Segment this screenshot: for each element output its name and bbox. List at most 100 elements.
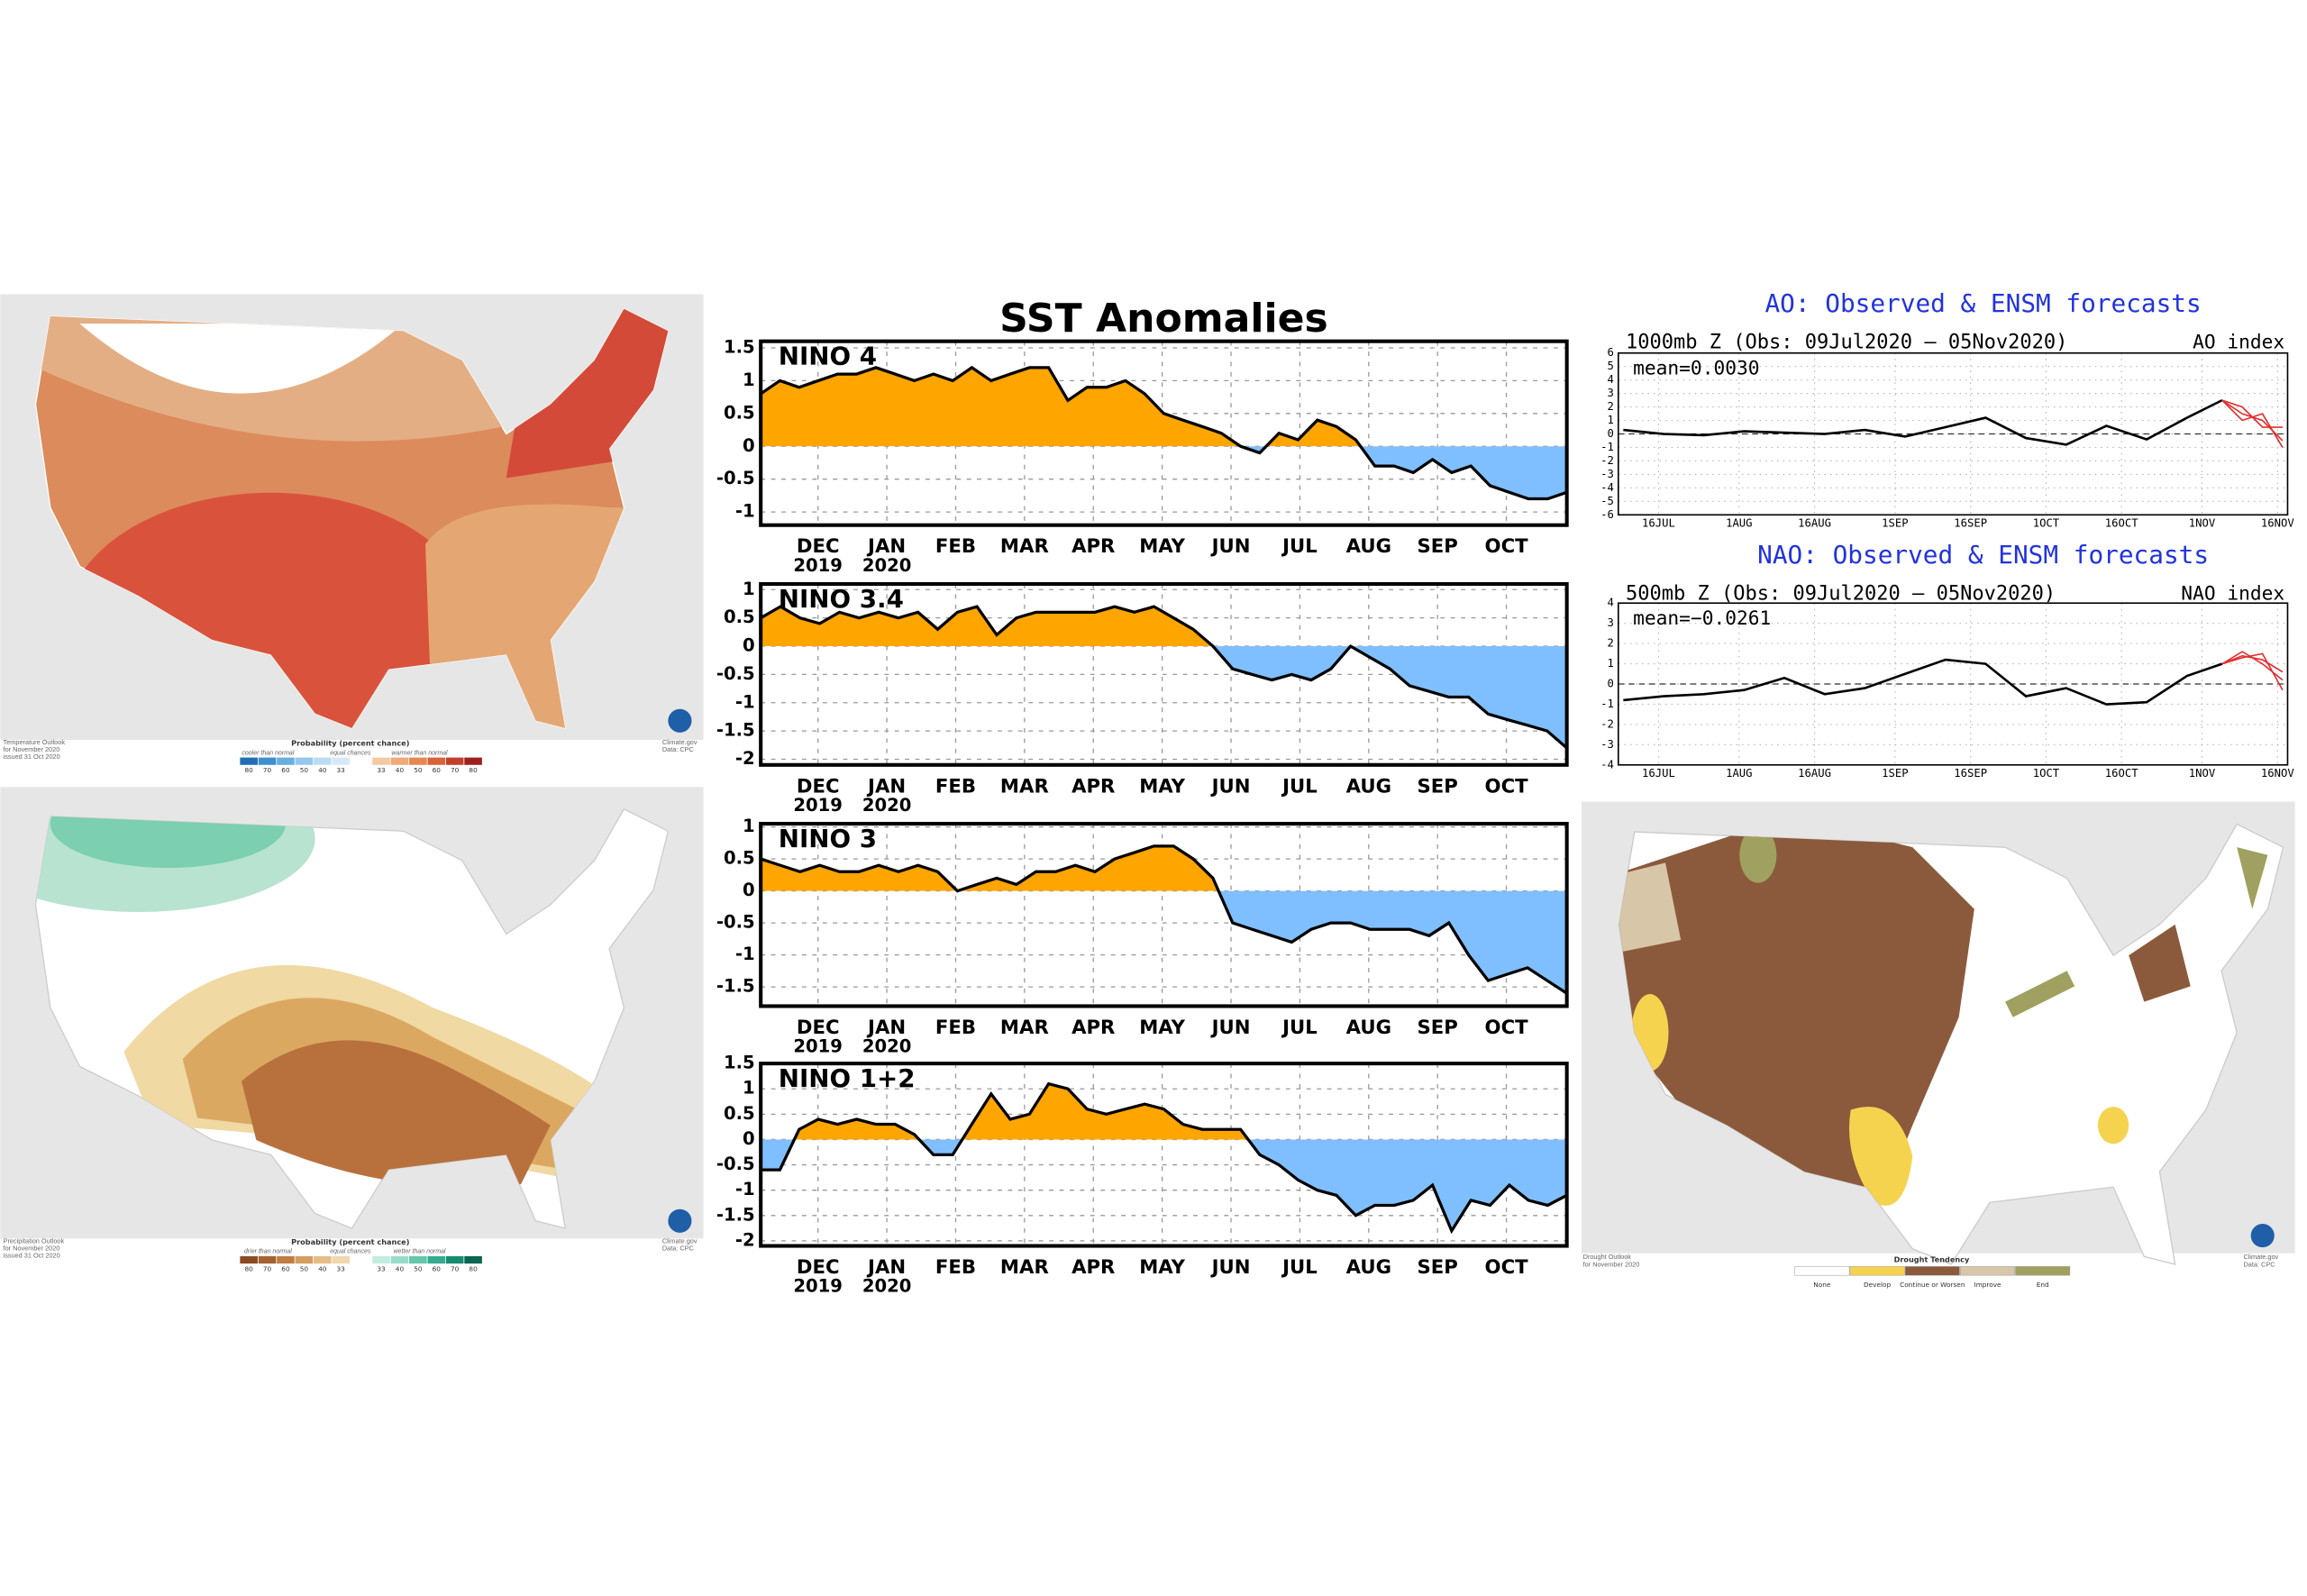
x-tick-label: 16NOV: [2261, 767, 2294, 780]
x-tick-label: DEC: [797, 1256, 840, 1279]
x-tick-label: MAR: [1000, 1256, 1049, 1279]
chart-title: NAO: Observed & ENSM forecasts: [1757, 540, 2209, 570]
y-tick-label: 1: [743, 369, 755, 390]
y-tick-label: -1: [1600, 441, 1614, 453]
x-tick-label: FEB: [935, 1256, 976, 1279]
y-tick-label: 0: [743, 635, 755, 656]
x-tick-label: JAN: [866, 535, 906, 558]
index-line: [2221, 652, 2284, 691]
anomaly-line: [760, 365, 1568, 501]
legend-swatch: [445, 1255, 464, 1264]
legend-swatch: [372, 1255, 390, 1264]
legend-swatch: [1904, 1266, 1960, 1276]
precipitation-map: [0, 787, 704, 1239]
x-tick-label: 16SEP: [1954, 767, 1987, 780]
x-tick-label: SEP: [1418, 775, 1458, 798]
legend-scale-label: 60: [281, 1264, 290, 1272]
x-tick-label: APR: [1071, 535, 1115, 558]
x-tick-label: JAN: [866, 1017, 906, 1039]
plot-frame: [759, 339, 1569, 527]
year-label: 2020: [862, 1036, 912, 1057]
legend-swatch: [313, 1255, 332, 1264]
y-tick-label: 2: [1608, 400, 1614, 413]
y-tick-label: -0.5: [716, 912, 755, 933]
y-tick-label: -0.5: [716, 663, 755, 684]
year-label: 2020: [862, 795, 912, 816]
legend-scale-label: 50: [300, 766, 309, 774]
x-tick-label: MAR: [1000, 1017, 1049, 1039]
x-tick-label: 16OCT: [2105, 517, 2138, 530]
y-tick-label: 1: [1608, 657, 1614, 670]
x-tick-label: JUL: [1281, 775, 1318, 798]
x-tick-label: MAY: [1139, 535, 1185, 558]
x-tick-label: 1NOV: [2189, 517, 2216, 530]
y-tick-label: 0.5: [724, 402, 755, 423]
negative-area: [761, 446, 1567, 499]
map-credit: Climate.gov: [2244, 1253, 2279, 1261]
x-tick-label: 1OCT: [2033, 517, 2060, 530]
year-label: 2019: [793, 1036, 843, 1057]
legend-group: cooler than normal: [242, 750, 294, 756]
x-tick-label: FEB: [935, 1017, 976, 1039]
year-label: 2019: [793, 795, 843, 816]
legend-title: Probability (percent chance): [291, 739, 410, 748]
legend-group: drier than normal: [244, 1249, 292, 1255]
sst-panel: -1 -0.5 0 0.5 1 1.5 DEC JAN FEB MAR APR MAY JUN JUL AU…: [716, 336, 1569, 576]
y-tick-label: -1: [1600, 698, 1614, 710]
x-tick-label: APR: [1071, 1017, 1115, 1039]
legend-group: equal chances: [330, 1249, 371, 1255]
legend-swatch: [313, 757, 332, 765]
legend-swatch: [258, 1255, 277, 1264]
map-caption: Precipitation Outlook: [4, 1236, 65, 1245]
legend-swatch: [258, 757, 277, 765]
legend-swatch: [332, 757, 350, 765]
legend-scale-label: 50: [414, 766, 423, 774]
y-tick-label: 0: [743, 435, 755, 456]
y-tick-label: -4: [1600, 758, 1614, 771]
x-tick-label: JUL: [1281, 1256, 1318, 1279]
x-tick-label: 1SEP: [1882, 517, 1908, 530]
map-caption: Drought Outlook: [1583, 1253, 1632, 1261]
x-tick-label: SEP: [1418, 1017, 1458, 1039]
logo: [668, 708, 692, 733]
x-tick-label: 1AUG: [1726, 517, 1752, 530]
legend-item: Improve: [1974, 1281, 2002, 1289]
y-tick-label: 1: [1608, 414, 1614, 426]
map-credit: Data: CPC: [662, 1244, 695, 1252]
x-tick-label: AUG: [1346, 535, 1391, 558]
plot-frame: [1617, 602, 2289, 766]
x-tick-label: 16JUL: [1642, 517, 1675, 530]
legend-scale-label: 33: [337, 766, 346, 774]
x-tick-label: JAN: [866, 775, 906, 798]
positive-area: [761, 845, 1567, 891]
legend-swatch: [240, 1255, 258, 1264]
legend-scale-label: 70: [451, 1264, 460, 1272]
year-label: 2020: [862, 555, 912, 576]
x-tick-label: AUG: [1346, 1017, 1391, 1039]
y-tick-label: 0.5: [724, 1103, 755, 1124]
x-tick-label: 1OCT: [2033, 767, 2060, 780]
legend-scale-label: 50: [300, 1264, 309, 1272]
y-tick-label: -1: [735, 501, 755, 522]
legend-swatch: [390, 757, 409, 765]
chart-subtitle: 1000mb Z (Obs: 09Jul2020 – 05Nov2020): [1626, 331, 2067, 353]
legend-scale-label: 60: [433, 1264, 442, 1272]
chart-subtitle: 500mb Z (Obs: 09Jul2020 – 05Nov2020): [1626, 582, 2056, 605]
y-tick-label: 0.5: [724, 606, 755, 627]
x-tick-label: JUL: [1281, 1017, 1318, 1039]
sst-panel: -1.5 -1 -0.5 0 0.5 1 DEC JAN FEB MAR APR MAY JUN JUL A…: [716, 816, 1569, 1057]
map-credit: Climate.gov: [662, 738, 698, 746]
x-tick-label: 16AUG: [1798, 517, 1831, 530]
x-tick-label: MAY: [1139, 1256, 1185, 1279]
x-tick-label: JUN: [1210, 1256, 1251, 1279]
year-label: 2020: [862, 1276, 912, 1297]
y-tick-label: -1.5: [716, 1204, 755, 1225]
y-tick-label: -3: [1600, 468, 1614, 480]
map-credit: Data: CPC: [2244, 1260, 2276, 1268]
plot-frame: [759, 1062, 1569, 1248]
legend-group: warmer than normal: [391, 750, 448, 756]
y-tick-label: 1.5: [724, 336, 755, 357]
x-tick-label: 1NOV: [2189, 767, 2216, 780]
map-credit: Climate.gov: [662, 1236, 698, 1245]
